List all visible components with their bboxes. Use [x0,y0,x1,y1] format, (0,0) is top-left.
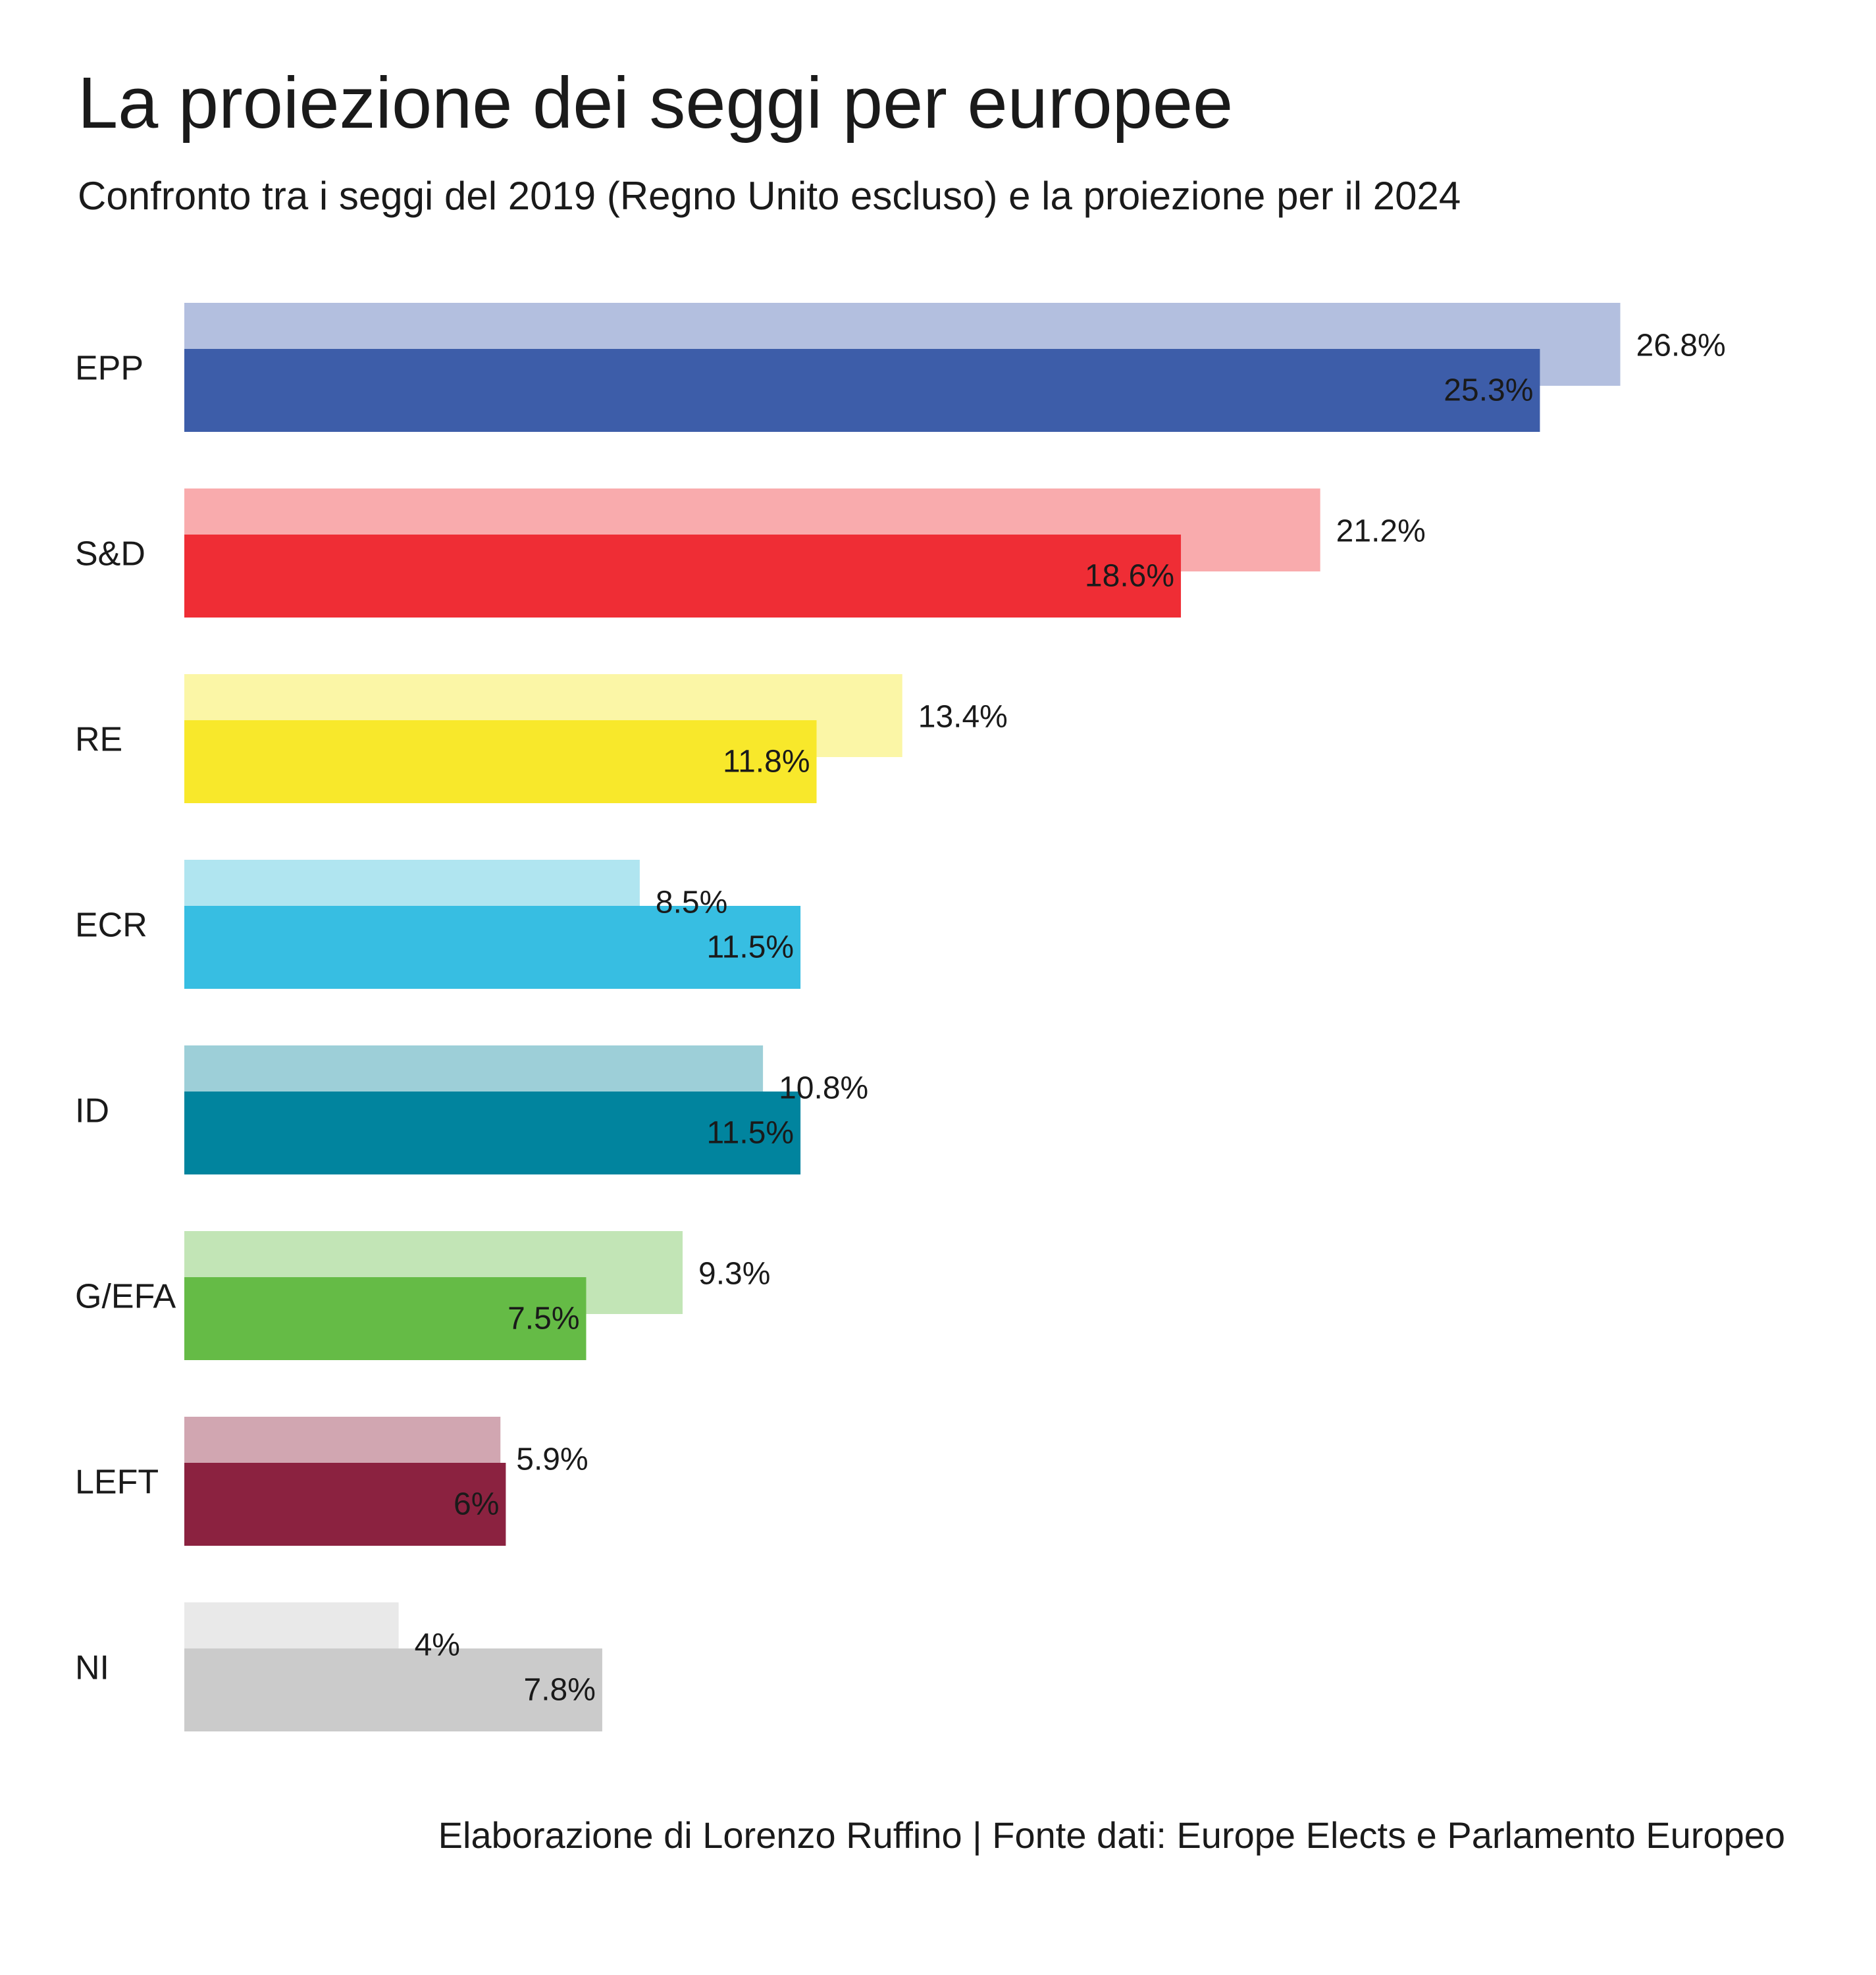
data-label-2019: 9.3% [698,1257,770,1292]
data-label-2024: 7.8% [524,1673,596,1708]
bar-2024 [184,720,817,803]
data-label-2024: 11.5% [707,1116,795,1151]
chart-title: La proiezione dei seggi per europee [78,63,1234,144]
data-label-2019: 13.4% [918,700,1008,735]
data-label-2019: 10.8% [779,1071,868,1106]
bar-2024 [184,349,1540,432]
bar-2024 [184,906,801,989]
data-label-2019: 5.9% [516,1442,588,1477]
data-label-2019: 4% [415,1628,460,1663]
category-label: NI [75,1649,109,1687]
chart-subtitle: Confronto tra i seggi del 2019 (Regno Un… [78,174,1461,218]
category-label: LEFT [75,1463,159,1502]
category-label: G/EFA [75,1278,176,1316]
data-label-2024: 11.5% [707,930,795,965]
bar-2024 [184,1648,602,1731]
data-label-2019: 8.5% [656,885,727,920]
category-label: RE [75,721,122,759]
bar-2024 [184,1277,586,1360]
data-label-2024: 7.5% [508,1302,579,1336]
category-label: ECR [75,907,147,945]
data-label-2024: 18.6% [1085,559,1174,594]
data-label-2019: 26.8% [1636,329,1726,363]
bar-2024 [184,1092,801,1174]
chart-caption: Elaborazione di Lorenzo Ruffino | Fonte … [438,1814,1785,1856]
data-label-2019: 21.2% [1336,514,1426,549]
data-label-2024: 11.8% [723,745,810,779]
data-label-2024: 25.3% [1444,373,1533,408]
bar-2024 [184,1463,506,1546]
data-label-2024: 6% [454,1487,499,1522]
category-label: ID [75,1092,109,1130]
category-label: S&D [75,535,145,573]
category-label: EPP [75,350,143,388]
bar-2024 [184,535,1182,618]
